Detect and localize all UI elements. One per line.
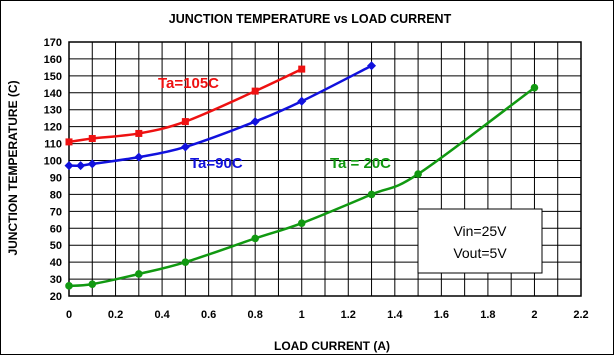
series-label-ta-105c: Ta=105C — [158, 75, 219, 92]
data-point — [181, 118, 189, 126]
y-tick-label: 20 — [50, 291, 62, 303]
y-tick-label: 160 — [44, 54, 62, 66]
x-axis-ticks: 0 0.2 0.4 0.6 0.8 1 1.2 1.4 1.6 1.8 2 2.2 — [66, 309, 589, 321]
x-tick-label: 2.2 — [573, 309, 588, 321]
data-point — [76, 161, 86, 171]
x-tick-label: 1.2 — [341, 309, 356, 321]
y-tick-label: 120 — [44, 122, 62, 134]
data-point — [87, 159, 97, 169]
data-point — [134, 152, 144, 162]
y-tick-label: 70 — [50, 206, 62, 218]
y-axis-ticks: 20 30 40 50 60 70 80 90 100 110 120 130 140 150 160 170 — [44, 37, 62, 303]
data-point — [367, 61, 377, 71]
data-point — [180, 142, 190, 152]
y-tick-label: 90 — [50, 172, 62, 184]
x-tick-label: 0.8 — [248, 309, 263, 321]
x-tick-label: 0.4 — [154, 309, 170, 321]
data-point — [135, 129, 143, 137]
annotation-vin: Vin=25V — [453, 223, 507, 239]
x-tick-label: 2 — [531, 309, 537, 321]
x-tick-label: 1.6 — [434, 309, 449, 321]
data-point — [251, 234, 259, 243]
chart-title: JUNCTION TEMPERATURE vs LOAD CURRENT — [169, 12, 452, 26]
series-label-ta-20c: Ta = 20C — [330, 155, 391, 172]
series-label-ta-90c: Ta=90C — [190, 155, 243, 172]
y-tick-label: 170 — [44, 37, 62, 49]
y-tick-label: 150 — [44, 71, 62, 83]
annotation-vout: Vout=5V — [453, 245, 507, 261]
data-point — [297, 219, 306, 227]
x-tick-label: 0.2 — [108, 309, 123, 321]
y-tick-label: 140 — [44, 88, 62, 100]
conditions-annotation: Vin=25V Vout=5V — [417, 208, 543, 274]
x-tick-label: 0 — [66, 309, 72, 321]
data-point — [64, 161, 74, 171]
data-point — [367, 190, 376, 199]
series-1 — [64, 61, 377, 171]
y-tick-label: 100 — [44, 156, 62, 168]
data-point — [135, 270, 143, 278]
series-layer — [64, 61, 539, 290]
data-point — [181, 258, 190, 266]
y-tick-label: 80 — [50, 189, 62, 201]
x-tick-label: 0.6 — [201, 309, 216, 321]
y-tick-label: 110 — [44, 139, 62, 151]
data-point — [65, 282, 73, 290]
data-point — [297, 96, 307, 106]
x-tick-label: 1.4 — [387, 309, 403, 321]
data-point — [250, 117, 260, 127]
conditions-box — [417, 208, 543, 274]
x-axis-label: LOAD CURRENT (A) — [274, 339, 390, 353]
data-point — [530, 83, 539, 92]
data-point — [298, 65, 306, 73]
y-tick-label: 50 — [50, 240, 62, 252]
x-tick-label: 1 — [299, 309, 305, 321]
series-0 — [65, 65, 306, 146]
series-2 — [65, 83, 539, 290]
y-tick-label: 60 — [50, 223, 62, 235]
data-point — [65, 138, 73, 146]
y-tick-label: 30 — [50, 274, 62, 286]
y-tick-label: 130 — [44, 105, 62, 117]
data-point — [88, 135, 96, 143]
data-point — [88, 280, 97, 288]
y-axis-label: JUNCTION TEMPERATURE (C) — [6, 80, 20, 255]
data-point — [414, 170, 422, 178]
y-tick-label: 40 — [50, 257, 62, 269]
data-point — [251, 87, 259, 95]
x-tick-label: 1.8 — [480, 309, 495, 321]
